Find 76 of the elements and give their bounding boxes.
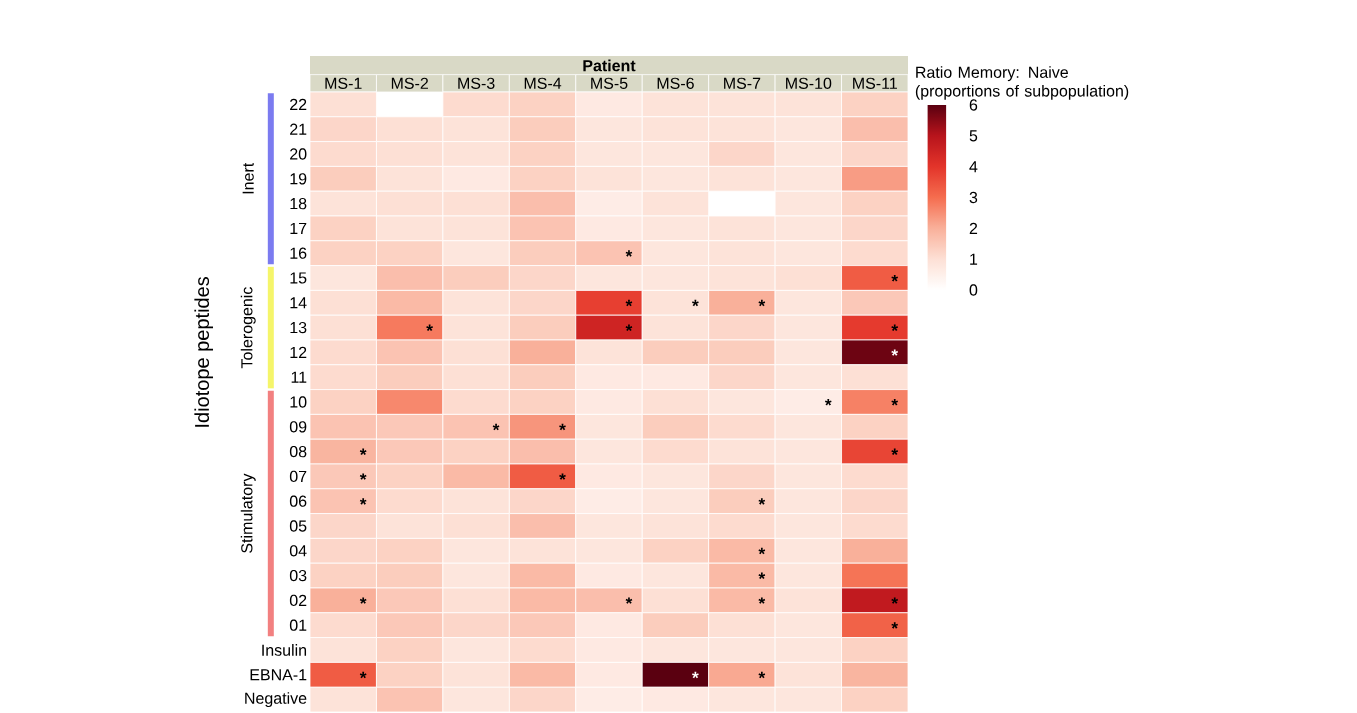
y-tick-label: 13 — [290, 321, 307, 334]
y-tick-label: 09 — [289, 421, 307, 433]
data-label: * — [891, 275, 899, 282]
color-bar-label: 4 — [969, 161, 978, 173]
data-label: * — [891, 324, 899, 332]
text: Tolerogenic — [240, 287, 256, 369]
y-tick-label: Insulin — [262, 644, 307, 656]
x-tick-label: MS-1 — [325, 77, 362, 89]
y-tick-label: 15 — [290, 272, 307, 284]
text: Inert — [242, 162, 254, 194]
data-label: * — [758, 572, 766, 580]
color-bar-title: Ratio Memory: Naive (proportions of subpopulation) — [915, 66, 1129, 100]
data-label: * — [359, 473, 367, 480]
x-tick-label: MS-4 — [524, 77, 562, 89]
y-tick-label: 11 — [291, 371, 307, 383]
text: Stimulatory — [240, 473, 256, 553]
data-label: * — [758, 498, 766, 505]
data-label: * — [559, 423, 566, 431]
x-tick-label: MS-11 — [853, 77, 897, 89]
data-label: * — [492, 423, 500, 431]
data-label: * — [891, 448, 899, 456]
data-label: * — [758, 597, 766, 604]
y-tick-label: EBNA-1 — [250, 669, 307, 681]
color-bar-label: 6 — [969, 99, 978, 111]
data-label: * — [359, 597, 367, 604]
y-tick-label: 19 — [290, 173, 307, 185]
y-tick-label: 14 — [290, 297, 307, 309]
data-label: * — [758, 671, 766, 679]
color-bar-label: 1 — [970, 253, 978, 265]
data-label: * — [891, 349, 899, 356]
x-tick-label: MS-3 — [458, 77, 495, 89]
data-label: * — [426, 324, 433, 332]
x-tick-label: MS-7 — [724, 77, 761, 89]
x-tick-label: MS-5 — [591, 77, 628, 89]
data-label: * — [625, 299, 633, 307]
x-tick-label: MS-6 — [657, 77, 694, 89]
y-tick-label: 16 — [290, 247, 307, 259]
data-label: * — [758, 547, 766, 555]
y-tick-label: 21 — [290, 123, 307, 135]
data-label: * — [625, 250, 633, 257]
y-tick-label: Negative — [245, 692, 307, 708]
x-axis-title: Patient — [583, 59, 636, 72]
color-bar-label: 3 — [969, 191, 978, 204]
y-tick-label: 04 — [289, 545, 307, 557]
x-tick-label: MS-2 — [391, 77, 428, 89]
y-tick-label: 22 — [290, 98, 307, 110]
data-label: * — [692, 299, 699, 307]
x-tick-label: MS-10 — [786, 77, 832, 89]
data-label: * — [891, 597, 899, 604]
data-label: * — [758, 299, 766, 307]
data-label: * — [359, 671, 367, 679]
y-tick-label: 20 — [290, 148, 307, 160]
y-tick-label: 03 — [289, 569, 307, 582]
y-axis-title: Idiotope peptides — [194, 277, 214, 427]
data-label: * — [559, 473, 566, 480]
y-tick-label: 07 — [289, 470, 307, 483]
data-label: * — [625, 324, 633, 332]
data-label: * — [824, 399, 832, 406]
y-tick-label: 05 — [289, 520, 307, 532]
data-label: * — [891, 622, 899, 629]
data-label: * — [692, 671, 699, 679]
y-tick-label: 01 — [289, 619, 307, 631]
color-bar-label: 0 — [969, 284, 978, 296]
data-label: * — [625, 597, 633, 604]
y-tick-label: 10 — [290, 396, 307, 408]
data-label: * — [359, 448, 367, 456]
data-label: * — [891, 399, 899, 406]
color-bar-label: 2 — [969, 222, 978, 234]
data-label: * — [359, 498, 367, 505]
y-tick-label: 02 — [289, 594, 307, 607]
y-tick-label: 12 — [290, 346, 307, 358]
color-bar-label: 5 — [969, 130, 978, 142]
y-tick-label: 08 — [289, 445, 307, 458]
y-tick-label: 06 — [289, 495, 307, 507]
y-tick-label: 17 — [290, 222, 307, 234]
y-tick-label: 18 — [290, 197, 307, 210]
